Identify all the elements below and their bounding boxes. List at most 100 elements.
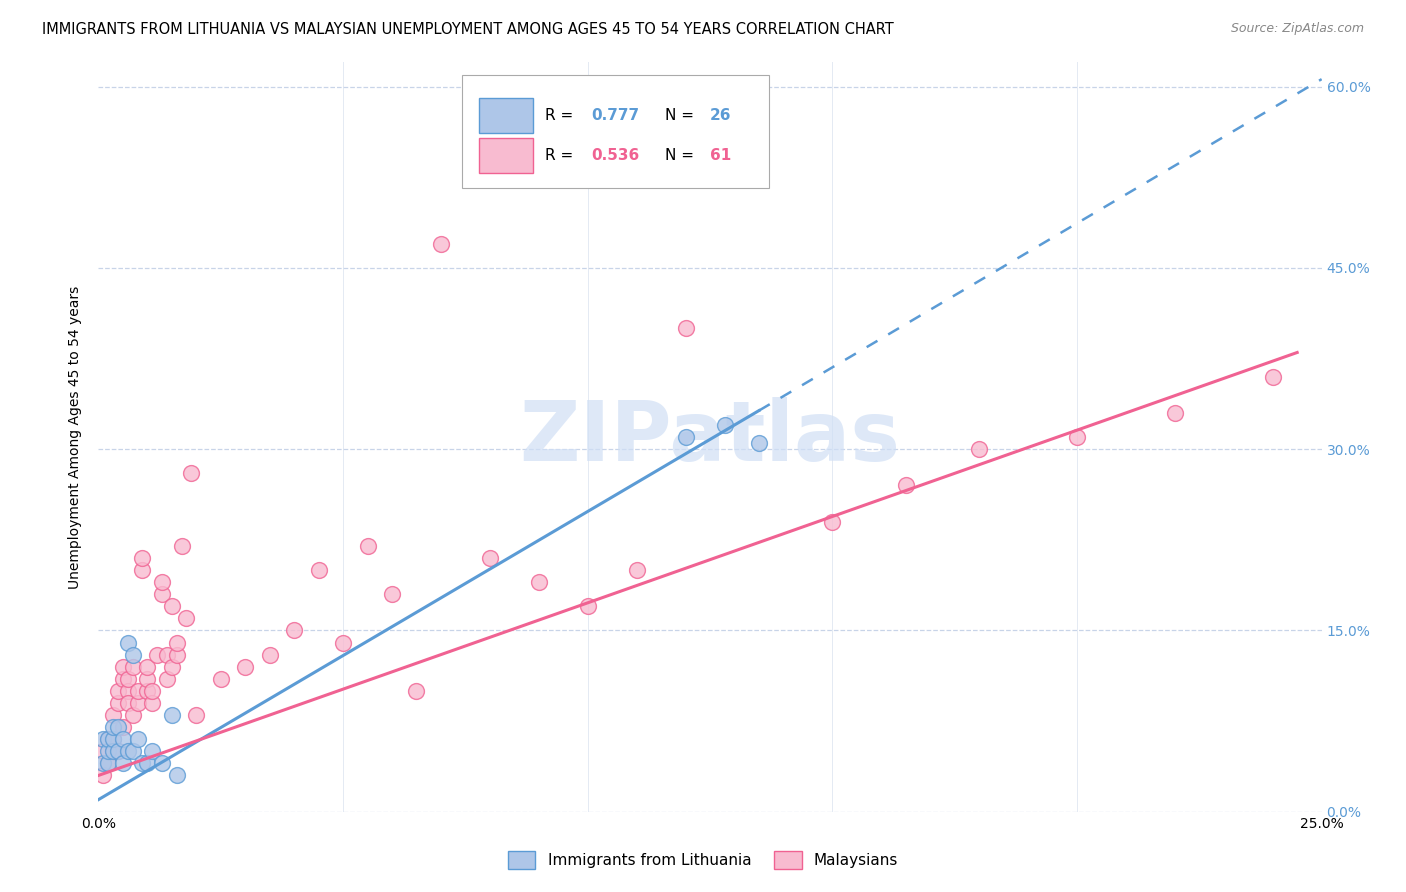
Point [821, 515, 844, 529]
Point [101, 720, 124, 734]
Point [107, 696, 129, 710]
Point [527, 575, 550, 590]
Text: 0.536: 0.536 [592, 148, 640, 163]
Point [111, 756, 134, 771]
Point [121, 659, 143, 673]
Point [1066, 430, 1088, 444]
Text: R =: R = [546, 148, 578, 163]
Point [121, 744, 143, 758]
Text: R =: R = [546, 108, 578, 123]
Legend: Immigrants from Lithuania, Malaysians: Immigrants from Lithuania, Malaysians [502, 845, 904, 875]
Point [150, 756, 173, 771]
Point [127, 732, 149, 747]
Point [381, 587, 404, 601]
Point [131, 756, 153, 771]
Point [146, 648, 169, 662]
Point [107, 720, 129, 734]
Point [576, 599, 599, 614]
Point [101, 708, 124, 723]
Point [117, 635, 139, 649]
Point [131, 563, 153, 577]
Text: 0.777: 0.777 [592, 108, 640, 123]
Y-axis label: Unemployment Among Ages 45 to 54 years: Unemployment Among Ages 45 to 54 years [69, 285, 83, 589]
Point [186, 708, 208, 723]
Point [91, 744, 114, 758]
Point [97, 756, 120, 771]
Point [405, 684, 427, 698]
Text: IMMIGRANTS FROM LITHUANIA VS MALAYSIAN UNEMPLOYMENT AMONG AGES 45 TO 54 YEARS CO: IMMIGRANTS FROM LITHUANIA VS MALAYSIAN U… [42, 22, 894, 37]
Point [967, 442, 990, 457]
Point [101, 744, 124, 758]
Point [150, 587, 173, 601]
Text: ZIPatlas: ZIPatlas [520, 397, 900, 477]
Point [97, 744, 120, 758]
FancyBboxPatch shape [479, 138, 533, 172]
Point [233, 659, 256, 673]
Point [160, 708, 183, 723]
Point [111, 732, 134, 747]
Point [117, 672, 139, 686]
Point [478, 550, 501, 565]
Point [121, 708, 143, 723]
FancyBboxPatch shape [461, 75, 769, 188]
Point [675, 321, 697, 335]
Point [748, 436, 770, 450]
Text: 61: 61 [710, 148, 731, 163]
Point [117, 684, 139, 698]
Point [91, 756, 114, 771]
Point [156, 648, 179, 662]
Text: N =: N = [665, 148, 699, 163]
Point [127, 684, 149, 698]
Point [111, 720, 134, 734]
Point [136, 756, 159, 771]
FancyBboxPatch shape [479, 98, 533, 133]
Point [166, 648, 188, 662]
Point [101, 744, 124, 758]
Point [136, 684, 159, 698]
Point [141, 696, 163, 710]
Point [166, 768, 188, 782]
Point [176, 611, 198, 625]
Point [91, 768, 114, 782]
Point [180, 467, 202, 481]
Point [170, 539, 193, 553]
Point [101, 732, 124, 747]
Point [626, 563, 648, 577]
Point [127, 696, 149, 710]
Point [117, 696, 139, 710]
Point [97, 756, 120, 771]
Point [150, 575, 173, 590]
Text: Source: ZipAtlas.com: Source: ZipAtlas.com [1230, 22, 1364, 36]
Point [894, 478, 917, 492]
Point [209, 672, 232, 686]
Point [332, 635, 354, 649]
Point [141, 684, 163, 698]
Point [131, 550, 153, 565]
Point [160, 659, 183, 673]
Point [1261, 369, 1284, 384]
Point [259, 648, 281, 662]
Point [97, 732, 120, 747]
Point [136, 672, 159, 686]
Point [111, 672, 134, 686]
Point [356, 539, 378, 553]
Point [107, 744, 129, 758]
Point [675, 430, 697, 444]
Point [97, 732, 120, 747]
Point [101, 732, 124, 747]
Point [308, 563, 330, 577]
Point [107, 684, 129, 698]
Point [91, 732, 114, 747]
Point [107, 744, 129, 758]
Point [1164, 406, 1187, 420]
Point [156, 672, 179, 686]
Point [136, 659, 159, 673]
Point [713, 417, 735, 432]
Point [166, 635, 188, 649]
Point [283, 624, 305, 638]
Point [430, 236, 453, 251]
Point [111, 659, 134, 673]
Point [121, 648, 143, 662]
Point [141, 744, 163, 758]
Text: N =: N = [665, 108, 699, 123]
